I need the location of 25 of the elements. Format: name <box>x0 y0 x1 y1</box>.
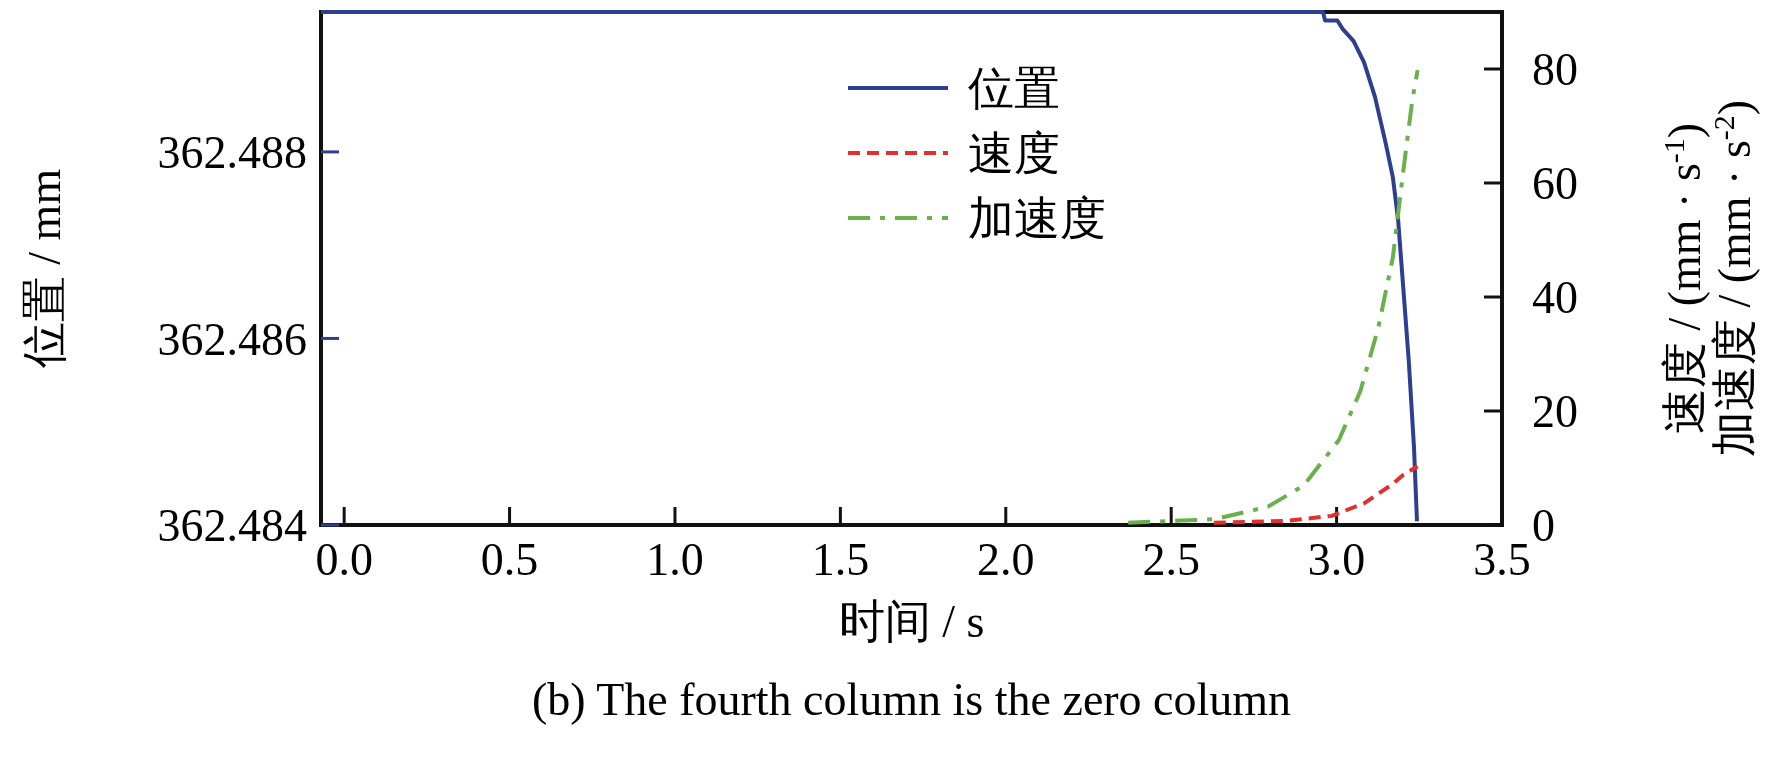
legend-label: 速度 <box>968 128 1060 180</box>
y2-tick-label: 80 <box>1532 44 1578 96</box>
line-series <box>1211 464 1420 525</box>
x-tick-label: 3.5 <box>1473 534 1531 585</box>
x-tick-label: 1.5 <box>811 534 870 585</box>
x-tick-label: 0.0 <box>315 534 373 585</box>
y2-tick-label: 0 <box>1532 500 1555 552</box>
x-tick-label: 2.5 <box>1142 534 1200 585</box>
line-series <box>1126 68 1420 525</box>
line-series <box>319 10 1419 524</box>
x-axis-title: 时间 / s <box>838 596 985 647</box>
y2-tick-label: 60 <box>1532 158 1578 210</box>
x-tick-label: 2.0 <box>977 534 1035 585</box>
legend-label: 加速度 <box>968 193 1106 245</box>
text: (b) The fourth column is the zero column <box>531 674 1292 725</box>
y2-tick-label: 20 <box>1532 386 1578 438</box>
x-tick-label: 1.0 <box>646 534 704 585</box>
y-tick-label: 362.488 <box>157 127 307 179</box>
x-tick-label: 0.5 <box>480 534 539 585</box>
y-tick-label: 362.486 <box>157 313 307 365</box>
legend-label: 位置 <box>968 63 1060 115</box>
x-tick-label: 3.0 <box>1307 534 1366 585</box>
y2-tick-label: 40 <box>1532 272 1578 324</box>
y-tick-label: 362.484 <box>157 500 307 552</box>
y-axis-title: 位置 / mm <box>19 168 70 369</box>
